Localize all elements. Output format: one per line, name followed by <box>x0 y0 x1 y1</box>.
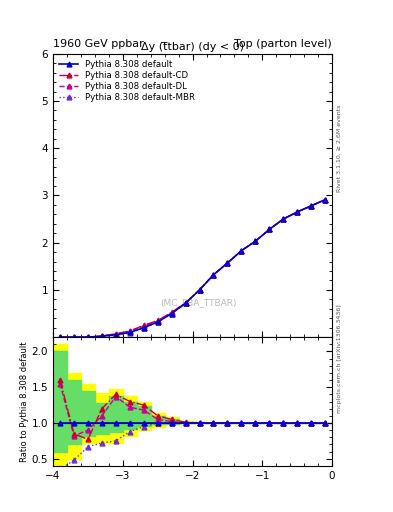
Pythia 8.308 default-DL <box>197 287 202 293</box>
Pythia 8.308 default <box>86 334 90 340</box>
Pythia 8.308 default-CD <box>309 203 314 209</box>
Pythia 8.308 default-CD <box>169 309 174 315</box>
Pythia 8.308 default-DL <box>155 318 160 324</box>
Pythia 8.308 default-MBR <box>141 325 146 331</box>
Pythia 8.308 default-CD <box>141 322 146 328</box>
Line: Pythia 8.308 default-CD: Pythia 8.308 default-CD <box>58 197 327 339</box>
Pythia 8.308 default-DL <box>72 334 76 340</box>
Pythia 8.308 default-DL <box>281 216 286 222</box>
Pythia 8.308 default-CD <box>155 317 160 324</box>
Pythia 8.308 default <box>72 334 76 340</box>
Pythia 8.308 default-CD <box>72 334 76 340</box>
Pythia 8.308 default-CD <box>295 209 299 215</box>
Pythia 8.308 default-CD <box>183 300 188 306</box>
Pythia 8.308 default <box>99 333 104 339</box>
Pythia 8.308 default <box>58 334 62 340</box>
Pythia 8.308 default-CD <box>58 334 62 340</box>
Text: Top (parton level): Top (parton level) <box>234 38 332 49</box>
Title: Δy (t̅tbar) (dy < 0): Δy (t̅tbar) (dy < 0) <box>141 41 244 52</box>
Pythia 8.308 default-MBR <box>155 319 160 325</box>
Line: Pythia 8.308 default-MBR: Pythia 8.308 default-MBR <box>58 197 327 339</box>
Pythia 8.308 default <box>323 197 327 203</box>
Pythia 8.308 default <box>127 329 132 335</box>
Pythia 8.308 default <box>114 332 118 338</box>
Pythia 8.308 default-MBR <box>295 209 299 215</box>
Pythia 8.308 default <box>253 238 258 244</box>
Pythia 8.308 default-DL <box>253 238 258 244</box>
Pythia 8.308 default-MBR <box>58 334 62 340</box>
Pythia 8.308 default-DL <box>211 272 216 278</box>
Pythia 8.308 default-DL <box>309 203 314 209</box>
Pythia 8.308 default-DL <box>323 197 327 203</box>
Pythia 8.308 default <box>267 226 272 232</box>
Pythia 8.308 default <box>155 319 160 325</box>
Line: Pythia 8.308 default-DL: Pythia 8.308 default-DL <box>58 197 327 339</box>
Pythia 8.308 default-DL <box>225 260 230 266</box>
Pythia 8.308 default-MBR <box>267 226 272 232</box>
Pythia 8.308 default-CD <box>225 260 230 266</box>
Pythia 8.308 default <box>169 310 174 316</box>
Pythia 8.308 default-DL <box>127 328 132 334</box>
Pythia 8.308 default <box>141 325 146 331</box>
Pythia 8.308 default-MBR <box>309 203 314 209</box>
Text: Rivet 3.1.10, ≥ 2.6M events: Rivet 3.1.10, ≥ 2.6M events <box>337 105 342 192</box>
Pythia 8.308 default-MBR <box>281 216 286 222</box>
Pythia 8.308 default-MBR <box>127 330 132 336</box>
Pythia 8.308 default <box>239 248 244 254</box>
Pythia 8.308 default-CD <box>127 328 132 334</box>
Pythia 8.308 default-MBR <box>72 334 76 340</box>
Pythia 8.308 default-DL <box>114 331 118 337</box>
Pythia 8.308 default-MBR <box>169 310 174 316</box>
Pythia 8.308 default-CD <box>281 216 286 222</box>
Line: Pythia 8.308 default: Pythia 8.308 default <box>58 197 327 339</box>
Pythia 8.308 default-DL <box>183 300 188 306</box>
Text: mcplots.cern.ch [arXiv:1306.3436]: mcplots.cern.ch [arXiv:1306.3436] <box>337 304 342 413</box>
Pythia 8.308 default-DL <box>267 226 272 232</box>
Pythia 8.308 default <box>225 260 230 266</box>
Pythia 8.308 default-MBR <box>323 197 327 203</box>
Pythia 8.308 default-MBR <box>211 272 216 278</box>
Pythia 8.308 default-DL <box>295 209 299 215</box>
Text: 1960 GeV ppbar: 1960 GeV ppbar <box>53 38 144 49</box>
Pythia 8.308 default-MBR <box>253 238 258 244</box>
Pythia 8.308 default-DL <box>58 334 62 340</box>
Pythia 8.308 default-CD <box>99 333 104 339</box>
Pythia 8.308 default-CD <box>253 238 258 244</box>
Pythia 8.308 default-DL <box>141 323 146 329</box>
Pythia 8.308 default-CD <box>239 248 244 254</box>
Pythia 8.308 default <box>197 287 202 293</box>
Pythia 8.308 default-MBR <box>197 287 202 293</box>
Pythia 8.308 default <box>281 216 286 222</box>
Pythia 8.308 default-MBR <box>183 300 188 306</box>
Text: (MC_FBA_TTBAR): (MC_FBA_TTBAR) <box>160 298 237 308</box>
Pythia 8.308 default-DL <box>169 310 174 316</box>
Pythia 8.308 default <box>183 300 188 306</box>
Pythia 8.308 default-CD <box>86 334 90 340</box>
Pythia 8.308 default <box>309 203 314 209</box>
Pythia 8.308 default-CD <box>197 287 202 293</box>
Legend: Pythia 8.308 default, Pythia 8.308 default-CD, Pythia 8.308 default-DL, Pythia 8: Pythia 8.308 default, Pythia 8.308 defau… <box>57 57 198 105</box>
Pythia 8.308 default-CD <box>323 197 327 203</box>
Pythia 8.308 default-MBR <box>99 333 104 339</box>
Y-axis label: Ratio to Pythia 8.308 default: Ratio to Pythia 8.308 default <box>20 342 29 462</box>
Pythia 8.308 default <box>211 272 216 278</box>
Pythia 8.308 default <box>295 209 299 215</box>
Pythia 8.308 default-MBR <box>114 332 118 338</box>
Pythia 8.308 default-CD <box>267 226 272 232</box>
Pythia 8.308 default-CD <box>114 331 118 337</box>
Pythia 8.308 default-DL <box>239 248 244 254</box>
Pythia 8.308 default-MBR <box>239 248 244 254</box>
Pythia 8.308 default-MBR <box>225 260 230 266</box>
Pythia 8.308 default-DL <box>86 334 90 340</box>
Pythia 8.308 default-MBR <box>86 334 90 340</box>
Pythia 8.308 default-CD <box>211 272 216 278</box>
Pythia 8.308 default-DL <box>99 333 104 339</box>
